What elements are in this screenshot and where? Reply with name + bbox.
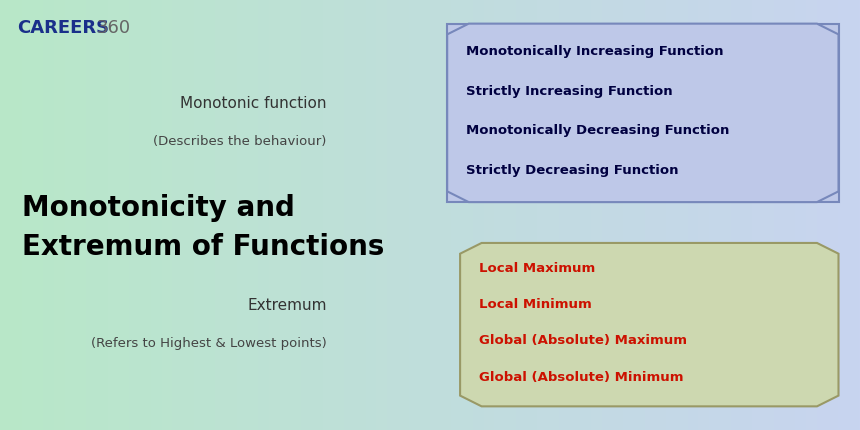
Polygon shape <box>460 243 838 406</box>
Text: Strictly Increasing Function: Strictly Increasing Function <box>466 85 673 98</box>
Text: Local Minimum: Local Minimum <box>479 298 592 311</box>
Text: Monotonic function: Monotonic function <box>181 96 327 111</box>
Text: Extremum: Extremum <box>248 298 327 313</box>
Text: CAREERS: CAREERS <box>17 19 109 37</box>
Text: Global (Absolute) Maximum: Global (Absolute) Maximum <box>479 335 687 347</box>
Text: 360: 360 <box>96 19 131 37</box>
Text: Strictly Decreasing Function: Strictly Decreasing Function <box>466 164 679 177</box>
Text: Monotonically Decreasing Function: Monotonically Decreasing Function <box>466 124 729 137</box>
Text: Monotonically Increasing Function: Monotonically Increasing Function <box>466 45 723 58</box>
FancyBboxPatch shape <box>447 24 838 202</box>
Polygon shape <box>447 24 838 202</box>
Text: Global (Absolute) Minimum: Global (Absolute) Minimum <box>479 371 684 384</box>
Text: (Refers to Highest & Lowest points): (Refers to Highest & Lowest points) <box>91 338 327 350</box>
Text: Local Maximum: Local Maximum <box>479 262 595 275</box>
Text: (Describes the behaviour): (Describes the behaviour) <box>153 135 327 148</box>
Text: Monotonicity and
Extremum of Functions: Monotonicity and Extremum of Functions <box>22 194 384 261</box>
